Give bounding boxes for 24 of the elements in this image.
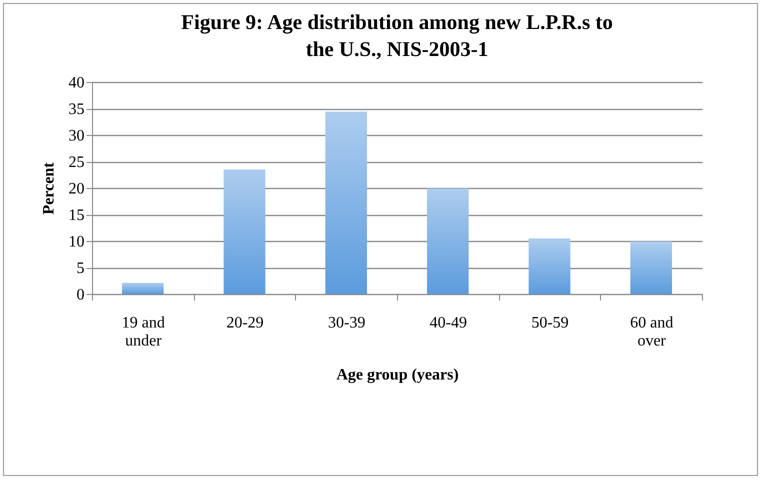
y-tick-label: 30 (68, 128, 84, 144)
bar (122, 282, 164, 294)
y-tick-label: 0 (76, 286, 84, 304)
y-tick-label: 40 (68, 74, 84, 92)
x-axis-title: Age group (years) (336, 366, 459, 384)
y-tick-label: 15 (68, 207, 84, 224)
x-tick-label: 40-49 (430, 314, 467, 332)
y-axis-title: Percent (40, 162, 58, 215)
bar (426, 188, 469, 294)
bar (630, 242, 672, 294)
y-tick-label: 35 (68, 101, 84, 118)
y-tick-label: 25 (68, 154, 84, 171)
chart-title: Figure 9: Age distribution among new L.P.R.s to the U.S., NIS-2003-1 (181, 10, 613, 61)
y-tick-label: 20 (68, 180, 84, 198)
y-tick-label: 5 (76, 260, 84, 277)
x-tick-label: 30-39 (328, 314, 366, 332)
y-tick-label: 10 (68, 234, 84, 250)
x-tick-label: 20-29 (226, 314, 264, 332)
bar (224, 169, 266, 294)
x-tick-label: 19 and under (122, 314, 165, 350)
x-tick-label: 60 and over (630, 314, 674, 350)
bar (528, 238, 570, 294)
bar (325, 112, 368, 294)
x-tick-label: 50-59 (531, 314, 569, 332)
